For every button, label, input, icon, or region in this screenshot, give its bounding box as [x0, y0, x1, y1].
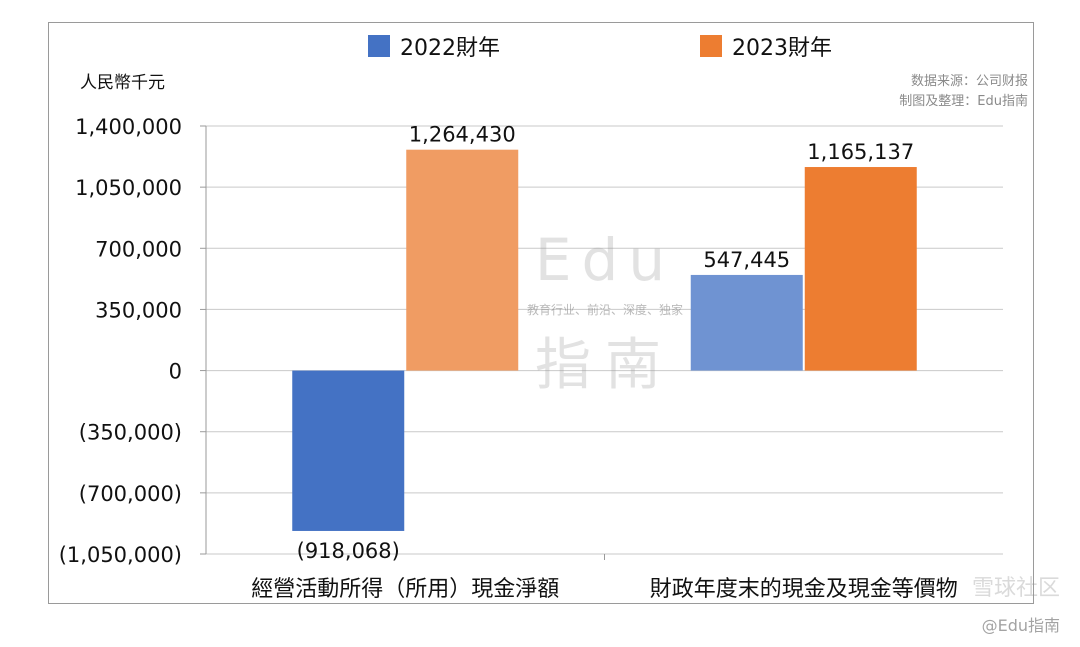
watermark-logo-top: Edu	[535, 226, 675, 294]
y-tick-label: 700,000	[95, 237, 182, 261]
watermark-tagline: 教育行业、前沿、深度、独家	[527, 302, 683, 317]
chart-frame	[48, 22, 1034, 604]
data-label: 547,445	[703, 248, 790, 272]
legend-swatch-2022	[368, 35, 390, 57]
bar-1-0	[406, 149, 519, 371]
watermark-credit-1: 雪球社区	[971, 576, 1060, 601]
legend-label-2023: 2023財年	[732, 36, 832, 61]
unit-label: 人民幣千元	[80, 73, 165, 93]
legend-swatch-2023	[700, 35, 722, 57]
watermark-credit-2: @Edu指南	[981, 616, 1060, 635]
source-line-1: 数据来源：公司财报	[910, 74, 1028, 89]
y-tick-label: 350,000	[95, 298, 182, 322]
watermark-logo-bottom: 指南	[535, 333, 675, 398]
bar-0-0	[292, 370, 405, 531]
y-tick-label: (350,000)	[79, 421, 182, 445]
bar-1-1	[804, 167, 917, 371]
category-label: 財政年度末的現金及現金等價物	[650, 577, 958, 602]
legend-item-2022: 2022財年	[368, 30, 500, 62]
source-line-2: 制图及整理：Edu指南	[899, 94, 1028, 109]
y-tick-label: 1,050,000	[75, 176, 182, 200]
data-label: 1,165,137	[807, 140, 914, 164]
data-label: 1,264,430	[409, 123, 516, 147]
y-tick-label: (1,050,000)	[59, 543, 182, 567]
y-tick-label: 1,400,000	[75, 115, 182, 139]
legend-label-2022: 2022財年	[400, 36, 500, 61]
y-tick-label: (700,000)	[79, 482, 182, 506]
data-label: (918,068)	[297, 539, 400, 563]
legend-item-2023: 2023財年	[700, 30, 832, 62]
y-tick-label: 0	[169, 360, 182, 384]
bar-0-1	[690, 274, 803, 371]
category-label: 經營活動所得（所用）現金淨額	[251, 577, 559, 602]
